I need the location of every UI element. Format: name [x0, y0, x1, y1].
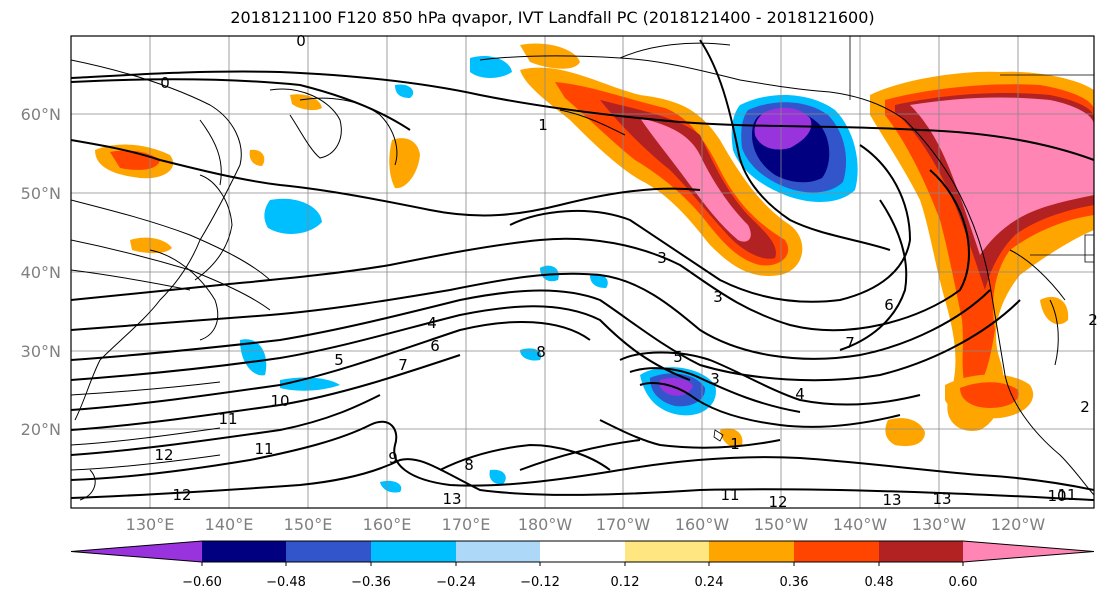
contour-label: 2 — [1088, 311, 1098, 329]
contour-label: 0 — [160, 74, 170, 92]
colorbar-tick-label: 0.12 — [611, 575, 640, 590]
contour-label: 5 — [334, 351, 344, 369]
colorbar-bin — [709, 541, 794, 562]
longitude-label: 160°E — [363, 515, 412, 534]
colorbar-bin — [371, 541, 456, 562]
contour-label: 13 — [442, 490, 461, 508]
colorbar-bin — [202, 541, 286, 562]
latitude-label: 30°N — [21, 342, 61, 361]
qvapor-contours — [71, 97, 398, 471]
longitude-label: 160°W — [675, 515, 730, 534]
colorbar-tick-labels: −0.60 −0.48 −0.36 −0.24 −0.12 0.12 0.24 0.36 0.4… — [182, 562, 977, 590]
longitude-label: 130°E — [126, 515, 175, 534]
colorbar-tick-label: −0.48 — [266, 575, 306, 590]
colorbar-tick-label: 0.60 — [949, 575, 978, 590]
contour-label: 4 — [795, 385, 805, 403]
colorbar-tick-label: 0.24 — [695, 575, 724, 590]
colorbar-bin — [540, 541, 625, 562]
chart-title: 2018121100 F120 850 hPa qvapor, IVT Land… — [230, 8, 875, 27]
contour-label: 9 — [388, 449, 398, 467]
contour-label: 12 — [154, 446, 173, 464]
contour-label: 10 — [270, 392, 289, 410]
coastlines — [71, 36, 1094, 501]
colorbar-extend-min — [71, 541, 202, 562]
contour-label: 7 — [845, 334, 855, 352]
colorbar-extend-max — [963, 541, 1094, 562]
contour-label: 5 — [673, 348, 683, 366]
longitude-label: 170°E — [442, 515, 491, 534]
map-frame — [70, 35, 1095, 509]
colorbar-bin — [879, 541, 963, 562]
contour-label: 2 — [1080, 398, 1090, 416]
longitude-label: 180°W — [518, 515, 573, 534]
latitude-labels: 60°N 50°N 40°N 30°N 20°N — [21, 105, 61, 439]
colorbar-tick-label: −0.12 — [520, 575, 560, 590]
longitude-label: 150°W — [754, 515, 809, 534]
contour-label: 4 — [427, 314, 437, 332]
longitude-label: 140°E — [205, 515, 254, 534]
colorbar-bin — [625, 541, 709, 562]
colorbar-tick-label: −0.36 — [351, 575, 391, 590]
graticule — [71, 36, 1094, 508]
longitude-label: 120°W — [991, 515, 1046, 534]
contour-label: 3 — [710, 370, 720, 388]
latitude-label: 20°N — [21, 420, 61, 439]
contour-label: 11 — [254, 440, 273, 458]
longitude-label: 170°W — [596, 515, 651, 534]
colorbar-tick-label: 0.48 — [865, 575, 894, 590]
contour-label: 0 — [296, 32, 306, 50]
contour-label: 6 — [884, 296, 894, 314]
contour-label: 3 — [657, 249, 667, 267]
contour-label: 6 — [430, 337, 440, 355]
contour-label: 12 — [172, 486, 191, 504]
contour-label: 11 — [720, 486, 739, 504]
colorbar-bin — [456, 541, 540, 562]
contour-label: 7 — [398, 356, 408, 374]
colorbar-tick-label: 0.36 — [780, 575, 809, 590]
contour-label: 10 — [1047, 487, 1066, 505]
longitude-labels: 130°E 140°E 150°E 160°E 170°E 180°W 170°W 160°W… — [126, 515, 1046, 534]
colorbar-tick-label: −0.24 — [436, 575, 476, 590]
contour-label: 11 — [218, 410, 237, 428]
colorbar-bin — [286, 541, 371, 562]
latitude-label: 50°N — [21, 184, 61, 203]
contour-label: 13 — [882, 491, 901, 509]
contour-label: 8 — [464, 456, 474, 474]
ivt-contours — [71, 39, 1094, 501]
contour-label: 12 — [768, 493, 787, 511]
map-panel — [71, 36, 1094, 508]
colorbar — [70, 540, 1095, 563]
contour-label: 11 — [1057, 486, 1076, 504]
latitude-label: 60°N — [21, 105, 61, 124]
latitude-label: 40°N — [21, 263, 61, 282]
longitude-label: 150°E — [284, 515, 333, 534]
longitude-label: 140°W — [833, 515, 888, 534]
contour-label: 13 — [932, 490, 951, 508]
contour-label: 1 — [730, 435, 740, 453]
contour-label: 1 — [538, 116, 548, 134]
colorbar-tick-label: −0.60 — [182, 575, 222, 590]
contour-label: 8 — [536, 343, 546, 361]
longitude-label: 130°W — [912, 515, 967, 534]
contour-label: 3 — [713, 288, 723, 306]
colorbar-bin — [794, 541, 879, 562]
